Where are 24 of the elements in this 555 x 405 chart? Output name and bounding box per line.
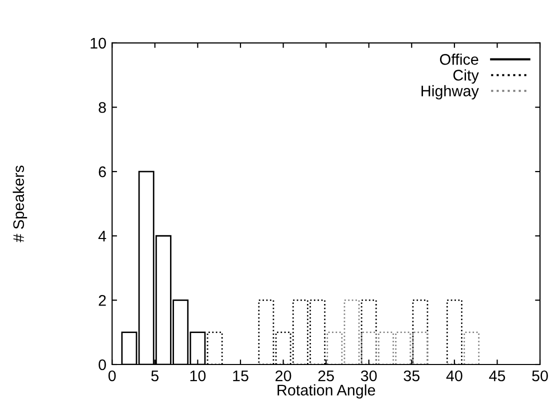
x-axis-title: Rotation Angle (278, 384, 376, 399)
y-tick-label: 10 (90, 38, 106, 49)
bar (464, 332, 480, 364)
x-tick-label: 0 (108, 370, 116, 382)
y-tick-label: 4 (98, 230, 106, 242)
y-tick-label: 0 (98, 359, 106, 370)
y-tick-label: 2 (98, 295, 106, 306)
x-tick-label: 40 (446, 370, 462, 382)
legend-label: Highway (422, 85, 479, 100)
y-tick-label: 8 (98, 102, 106, 113)
x-tick-label: 20 (276, 370, 292, 382)
x-tick-label: 30 (360, 370, 377, 382)
y-axis-title: # Speakers (12, 166, 28, 242)
y-tick-label: 6 (98, 166, 106, 178)
legend-label: City (453, 69, 479, 84)
x-tick-label: 10 (190, 370, 206, 382)
x-tick-label: 5 (151, 370, 159, 382)
x-tick-label: 35 (404, 370, 420, 382)
x-tick-label: 45 (489, 370, 506, 382)
x-tick-label: 25 (318, 370, 334, 382)
x-tick-label: 50 (532, 370, 548, 382)
legend-label: Office (440, 54, 478, 65)
bar (326, 332, 343, 364)
x-tick-label: 15 (233, 370, 248, 382)
